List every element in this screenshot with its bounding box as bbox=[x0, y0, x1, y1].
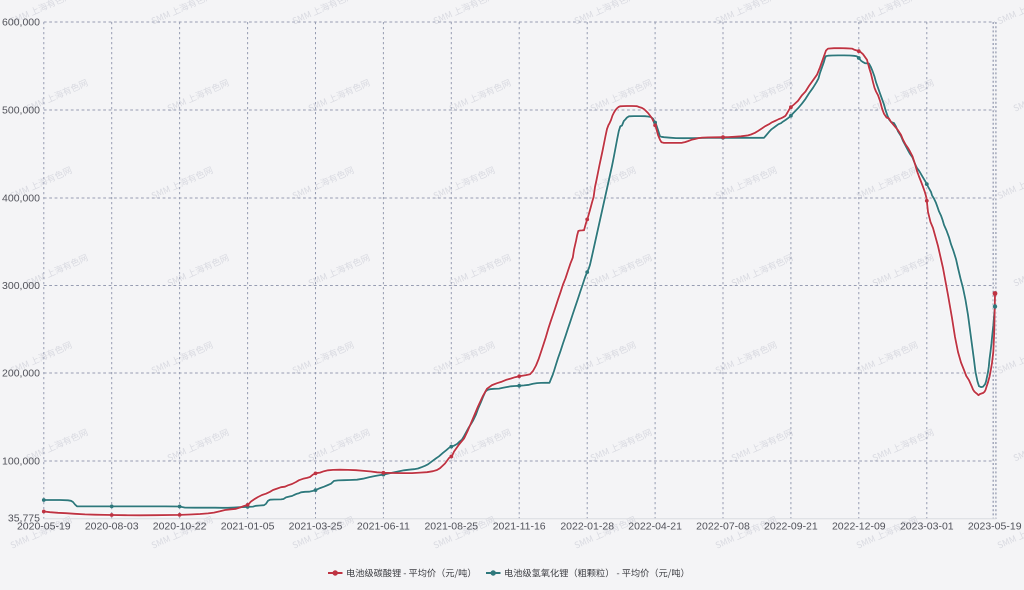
svg-text:400,000: 400,000 bbox=[2, 193, 40, 205]
svg-text:2022-01-28: 2022-01-28 bbox=[560, 521, 614, 533]
svg-text:2022-09-21: 2022-09-21 bbox=[764, 521, 818, 533]
svg-text:35,775: 35,775 bbox=[8, 513, 40, 525]
svg-text:2021-11-16: 2021-11-16 bbox=[493, 521, 546, 533]
svg-text:2021-01-05: 2021-01-05 bbox=[221, 521, 275, 533]
svg-text:2022-04-21: 2022-04-21 bbox=[628, 521, 682, 533]
svg-text:2023-03-01: 2023-03-01 bbox=[900, 521, 954, 533]
svg-text:500,000: 500,000 bbox=[2, 105, 40, 117]
svg-text:2022-07-08: 2022-07-08 bbox=[696, 521, 750, 533]
svg-text:100,000: 100,000 bbox=[2, 456, 40, 468]
svg-text:2020-05-19: 2020-05-19 bbox=[17, 521, 71, 533]
svg-text:200,000: 200,000 bbox=[2, 368, 40, 380]
svg-text:300,000: 300,000 bbox=[2, 280, 40, 292]
svg-text:2021-08-25: 2021-08-25 bbox=[424, 521, 478, 533]
svg-text:2022-12-09: 2022-12-09 bbox=[832, 521, 886, 533]
svg-text:2021-03-25: 2021-03-25 bbox=[289, 521, 343, 533]
svg-text:2020-10-22: 2020-10-22 bbox=[153, 521, 207, 533]
svg-text:2020-08-03: 2020-08-03 bbox=[85, 521, 139, 533]
svg-text:2021-06-11: 2021-06-11 bbox=[357, 521, 410, 533]
svg-text:2023-05-19: 2023-05-19 bbox=[968, 521, 1022, 533]
svg-text:600,000: 600,000 bbox=[2, 17, 40, 29]
